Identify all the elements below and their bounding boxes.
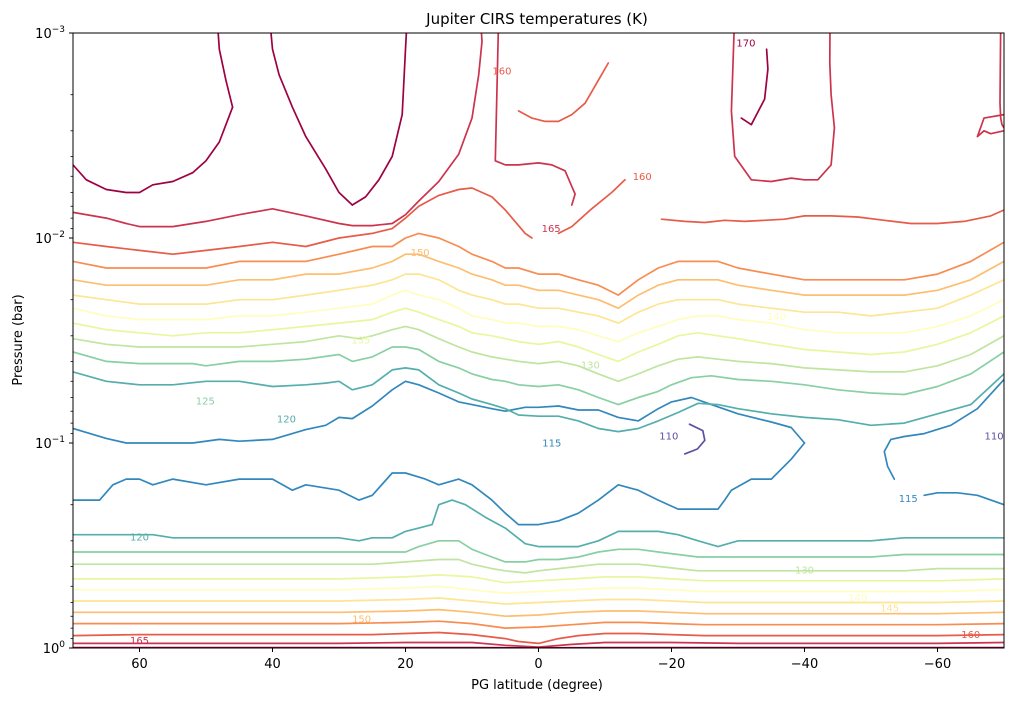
contour-line-160: [73, 187, 533, 256]
x-axis-ticks: 60 40 20 0 −20 −40 −60: [131, 648, 951, 672]
contour-label-115: 115: [899, 494, 918, 505]
contour-label-160: 160: [961, 630, 980, 641]
contour-line-130: [73, 558, 1004, 574]
contour-label-170: 170: [736, 39, 755, 50]
x-tick-label: −60: [924, 657, 951, 672]
contour-line-170: [740, 48, 769, 126]
contour-label-120: 120: [130, 532, 149, 543]
x-tick-label: 20: [397, 657, 414, 672]
contour-line-130: [73, 325, 1004, 383]
contour-label-125: 125: [196, 397, 215, 408]
contour-line-145: [73, 597, 1004, 605]
x-axis-label: PG latitude (degree): [471, 678, 603, 693]
y-axis-label: Pressure (bar): [11, 294, 26, 385]
y-tick-label: 10−1: [35, 435, 65, 452]
contour-line-125: [73, 539, 1004, 563]
contour-label-135: 135: [351, 335, 370, 346]
contour-line-155: [73, 620, 1004, 629]
contour-line-170: [217, 33, 234, 109]
contour-line-170: [73, 106, 234, 194]
contour-line-160: [557, 178, 626, 235]
contour-label-160: 160: [492, 66, 511, 77]
contour-label-150: 150: [411, 248, 430, 259]
y-tick-label: 10−2: [35, 230, 65, 247]
contour-label-110: 110: [659, 431, 678, 442]
contour-label-150: 150: [352, 615, 371, 626]
contour-line-145: [73, 273, 1004, 324]
contour-line-165: [730, 33, 836, 183]
x-tick-label: 40: [264, 657, 281, 672]
contour-line-170: [351, 33, 408, 206]
x-tick-label: 60: [131, 657, 148, 672]
contour-label-110: 110: [984, 432, 1003, 443]
contour-label-130: 130: [795, 565, 814, 576]
x-tick-label: −20: [658, 657, 685, 672]
contour-line-170: [270, 33, 354, 206]
contour-label-165: 165: [542, 224, 561, 235]
contour-label-140: 140: [767, 312, 786, 323]
contour-line-125: [73, 346, 1004, 406]
contour-line-160: [660, 209, 1004, 225]
contour-line-165: [976, 113, 1004, 138]
contour-label-115: 115: [542, 439, 561, 450]
contour-line-115: [73, 380, 806, 444]
contour-label-140: 140: [848, 593, 867, 604]
contour-label-130: 130: [581, 361, 600, 372]
contour-line-110: [683, 423, 706, 455]
contour-line-150: [73, 608, 1004, 618]
contour-labels: 170 160 160 165 150 140 135 130 125 120 115 110 110 1…: [130, 39, 1004, 647]
contour-line-115: [883, 378, 1004, 480]
y-axis-ticks: 100 10−1 10−2 10−3: [35, 25, 73, 657]
contour-line-120: [73, 367, 1004, 433]
contour-label-165: 165: [130, 636, 149, 647]
contour-line-165: [999, 33, 1004, 129]
plot-frame: [72, 32, 1005, 649]
contour-line-160: [517, 62, 610, 123]
contour-line-115: [923, 491, 1004, 506]
contour-line-165: [73, 641, 1004, 648]
contour-line-150: [73, 253, 1004, 310]
contour-label-120: 120: [277, 414, 296, 425]
contour-line-135: [73, 574, 1004, 584]
contour-line-155: [73, 232, 1004, 296]
contour-line-140: [73, 585, 1004, 594]
y-tick-label: 10−3: [35, 25, 65, 42]
contour-line-165: [73, 33, 483, 228]
contour-line-165: [828, 33, 836, 129]
x-tick-label: 0: [534, 657, 542, 672]
x-tick-label: −40: [791, 657, 818, 672]
contour-line-165: [494, 33, 576, 206]
y-tick-label: 100: [43, 640, 66, 657]
contour-lines: [73, 33, 1004, 648]
contour-line-160: [73, 631, 1004, 645]
contour-line-115: [73, 442, 806, 526]
chart-title: Jupiter CIRS temperatures (K): [425, 10, 648, 28]
contour-line-120: [73, 499, 1004, 548]
contour-line-135: [73, 307, 1004, 363]
contour-label-145: 145: [880, 603, 899, 614]
contour-label-160: 160: [633, 172, 652, 183]
contour-line-140: [73, 289, 1004, 343]
